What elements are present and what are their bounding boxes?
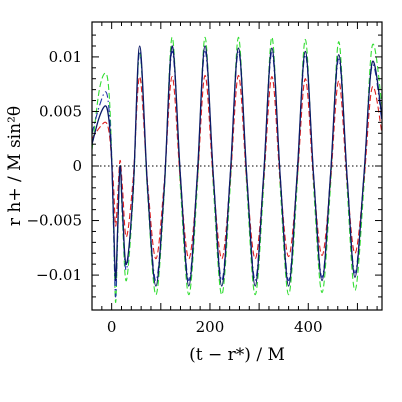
y-tick-labels: −0.01 −0.005 0 0.005 0.01: [26, 48, 82, 284]
series-line-1: [92, 50, 382, 298]
series-layer: [92, 36, 382, 303]
y-axis-title: r h+ / M sin²θ: [5, 106, 25, 226]
y-tick-label: 0.005: [39, 102, 82, 120]
x-tick-label: 0: [107, 318, 117, 336]
y-tick-label: 0: [72, 157, 82, 175]
series-line-0: [92, 45, 382, 287]
x-tick-labels: 0 200 400: [107, 318, 323, 336]
y-tick-label: 0.01: [49, 48, 82, 66]
series-line-3: [92, 36, 382, 303]
x-tick-label: 200: [196, 318, 225, 336]
y-tick-label: −0.01: [36, 266, 82, 284]
series-line-2: [92, 74, 382, 260]
y-tick-label: −0.005: [26, 212, 82, 230]
ticks-layer: [91, 22, 382, 310]
plot-frame: [91, 21, 383, 311]
x-tick-label: 400: [294, 318, 323, 336]
x-axis-title: (t − r*) / M: [189, 345, 285, 365]
